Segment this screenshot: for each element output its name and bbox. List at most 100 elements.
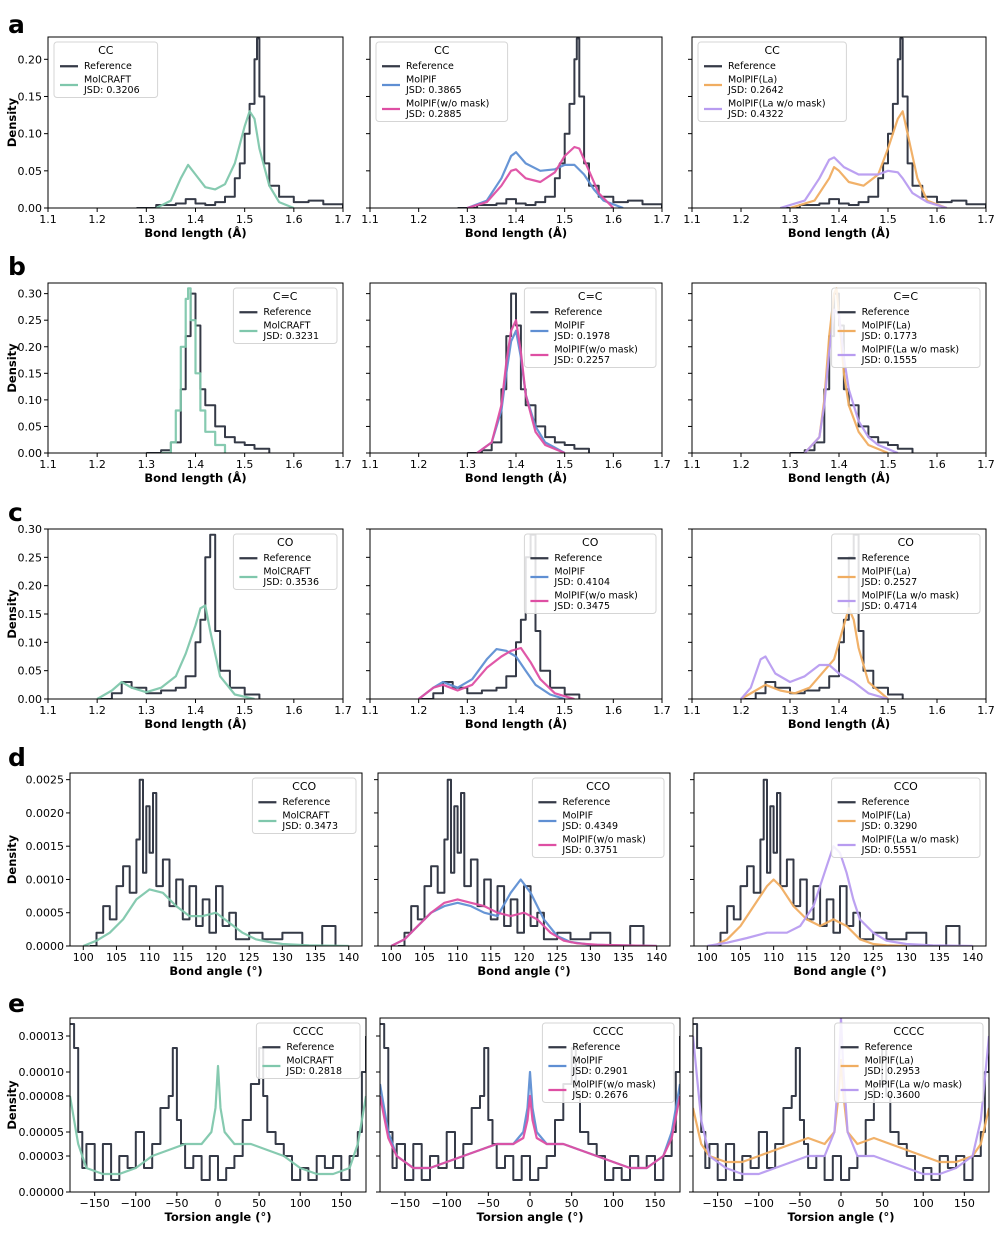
legend-label-reference: Reference	[84, 61, 132, 72]
y-axis-label: Density	[5, 589, 19, 639]
legend-title: CCCC	[893, 1025, 924, 1038]
subplot-a-3: 1.1 1.2 1.3 1.4 1.5 1.6 1.7 Bond length (Å) CC Re…	[683, 36, 995, 240]
x-tick-label: 1.3	[138, 213, 156, 226]
legend-title: CC	[98, 44, 114, 57]
x-tick-label: 1.2	[88, 704, 106, 717]
x-axis-label: Bond angle (°)	[477, 964, 570, 978]
series-line-molpif	[466, 151, 624, 208]
legend-title: CCCC	[293, 1025, 324, 1038]
legend-title: CO	[898, 536, 915, 549]
x-tick-label: 100	[73, 951, 94, 964]
legend-label-molpif_la: MolPIF(La)	[862, 321, 911, 332]
y-tick-label: 0.0015	[26, 840, 65, 853]
x-tick-label: −50	[477, 1197, 500, 1210]
legend-jsd-molpif_la: JSD: 0.2527	[861, 577, 918, 588]
legend-jsd-molpif_la: JSD: 0.2953	[864, 1066, 921, 1077]
x-tick-label: 1.7	[334, 458, 352, 471]
legend-label-reference: Reference	[406, 61, 454, 72]
x-tick-label: 105	[730, 951, 751, 964]
legend-jsd-molpif: JSD: 0.1978	[553, 331, 610, 342]
panel-letter-e: e	[8, 989, 25, 1018]
subplot-d-3: 100 105 110 115 120 125 130 135 140 Bond angle (°…	[690, 772, 987, 978]
x-tick-label: 1.2	[732, 213, 750, 226]
x-tick-label: 1.4	[187, 213, 205, 226]
x-tick-label: 1.5	[879, 458, 897, 471]
subplot-b-3: 1.1 1.2 1.3 1.4 1.5 1.6 1.7 Bond length (Å) C=C R…	[683, 282, 995, 485]
y-tick-label: 0.20	[18, 53, 43, 66]
legend-label-molcraft: MolCRAFT	[286, 1056, 333, 1067]
series-line-molpif_la	[789, 110, 948, 208]
x-tick-label: 0	[838, 1197, 845, 1210]
x-tick-label: 130	[896, 951, 917, 964]
legend-label-molpif_la_wo_mask: MolPIF(La w/o mask)	[865, 1080, 963, 1091]
y-tick-label: 0.00005	[19, 1126, 65, 1139]
legend-jsd-molpif_wo_mask: JSD: 0.2885	[405, 109, 462, 120]
x-axis-label: Bond length (Å)	[788, 716, 890, 731]
legend: CC Reference MolPIF(La)JSD: 0.2642 MolPIF(L…	[697, 41, 847, 122]
legend-jsd-molpif_la_wo_mask: JSD: 0.5551	[861, 845, 918, 856]
x-tick-label: 110	[139, 951, 160, 964]
legend-title: CCO	[292, 780, 316, 793]
x-tick-label: 1.3	[138, 458, 156, 471]
x-tick-label: 0	[527, 1197, 534, 1210]
y-tick-label: 0.30	[18, 523, 43, 536]
x-tick-label: 1.6	[605, 213, 623, 226]
x-tick-label: 140	[962, 951, 983, 964]
legend-label-reference: Reference	[263, 553, 311, 564]
legend-box	[531, 777, 665, 858]
legend-label-reference: Reference	[263, 307, 311, 318]
legend-title: CC	[434, 44, 450, 57]
x-axis-label: Torsion angle (°)	[788, 1210, 895, 1224]
y-tick-label: 0.15	[18, 367, 43, 380]
x-tick-label: 120	[514, 951, 535, 964]
legend-jsd-molpif_la_wo_mask: JSD: 0.1555	[861, 355, 918, 366]
series-line-molpif_wo_mask	[390, 898, 657, 946]
legend-label-molcraft: MolCRAFT	[282, 811, 329, 822]
series-line-reference	[467, 292, 590, 453]
x-tick-label: 100	[913, 1197, 934, 1210]
legend-box	[523, 533, 657, 614]
x-tick-label: 50	[252, 1197, 266, 1210]
x-tick-label: 1.3	[459, 213, 477, 226]
x-tick-label: −50	[788, 1197, 811, 1210]
y-tick-label: 0.00013	[19, 1030, 65, 1043]
y-tick-label: 0.00	[18, 693, 43, 706]
legend-label-reference: Reference	[562, 797, 610, 808]
x-tick-label: 130	[580, 951, 601, 964]
series-line-reference	[136, 37, 343, 208]
series-line-molpif_wo_mask	[418, 646, 575, 699]
x-axis-label: Bond length (Å)	[788, 470, 890, 485]
x-tick-label: −150	[703, 1197, 733, 1210]
y-axis-label: Density	[5, 1080, 19, 1130]
series-line-reference	[97, 533, 261, 699]
series-line-molcraft	[82, 888, 349, 946]
x-tick-label: 1.1	[361, 704, 379, 717]
legend: CCCC Reference MolPIF(La)JSD: 0.2953 MolPIF…	[834, 1022, 984, 1103]
panel-letter-a: a	[8, 10, 25, 39]
x-tick-label: 1.6	[605, 458, 623, 471]
x-tick-label: 1.1	[361, 213, 379, 226]
legend-jsd-molpif_la: JSD: 0.1773	[861, 331, 918, 342]
legend-label-molcraft: MolCRAFT	[263, 567, 310, 578]
x-tick-label: 1.4	[830, 458, 848, 471]
x-tick-label: 125	[547, 951, 568, 964]
x-tick-label: 100	[603, 1197, 624, 1210]
subplot-b-2: 1.1 1.2 1.3 1.4 1.5 1.6 1.7 Bond length (Å) C=C R…	[361, 282, 671, 485]
x-tick-label: 125	[863, 951, 884, 964]
y-tick-label: 0.00003	[19, 1150, 65, 1163]
legend-title: C=C	[894, 290, 919, 303]
legend-box	[831, 777, 981, 858]
legend-label-molcraft: MolCRAFT	[263, 321, 310, 332]
legend-box	[831, 287, 981, 368]
x-tick-label: 1.7	[977, 458, 995, 471]
x-tick-label: 150	[645, 1197, 666, 1210]
x-tick-label: 100	[290, 1197, 311, 1210]
x-axis-label: Bond length (Å)	[144, 225, 246, 240]
legend-jsd-molpif_wo_mask: JSD: 0.3751	[561, 845, 618, 856]
x-tick-label: 1.2	[732, 458, 750, 471]
